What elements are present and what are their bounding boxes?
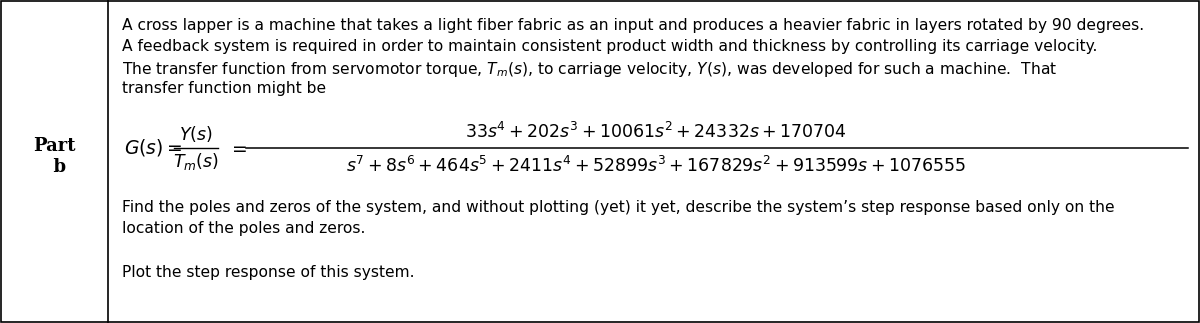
Text: A cross lapper is a machine that takes a light fiber fabric as an input and prod: A cross lapper is a machine that takes a… [122,18,1144,33]
Text: Find the poles and zeros of the system, and without plotting (yet) it yet, descr: Find the poles and zeros of the system, … [122,200,1115,215]
Text: Plot the step response of this system.: Plot the step response of this system. [122,265,414,280]
Text: location of the poles and zeros.: location of the poles and zeros. [122,221,365,236]
Text: $T_m(s)$: $T_m(s)$ [173,151,220,172]
Text: A feedback system is required in order to maintain consistent product width and : A feedback system is required in order t… [122,39,1097,54]
Text: $s^7 + 8s^6 + 464s^5 + 2411s^4 + 52899s^3 + 167829s^2 + 913599s + 1076555$: $s^7 + 8s^6 + 464s^5 + 2411s^4 + 52899s^… [346,156,966,176]
Text: transfer function might be: transfer function might be [122,81,326,96]
Text: $G(s) =$: $G(s) =$ [124,138,182,159]
Text: The transfer function from servomotor torque, $T_m(s)$, to carriage velocity, $Y: The transfer function from servomotor to… [122,60,1057,79]
Text: $=$: $=$ [228,139,247,157]
Text: $33s^4 + 202s^3 + 10061s^2 + 24332s + 170704$: $33s^4 + 202s^3 + 10061s^2 + 24332s + 17… [466,122,847,142]
Text: $Y(s)$: $Y(s)$ [179,124,212,144]
Text: Part
  b: Part b [32,137,76,176]
